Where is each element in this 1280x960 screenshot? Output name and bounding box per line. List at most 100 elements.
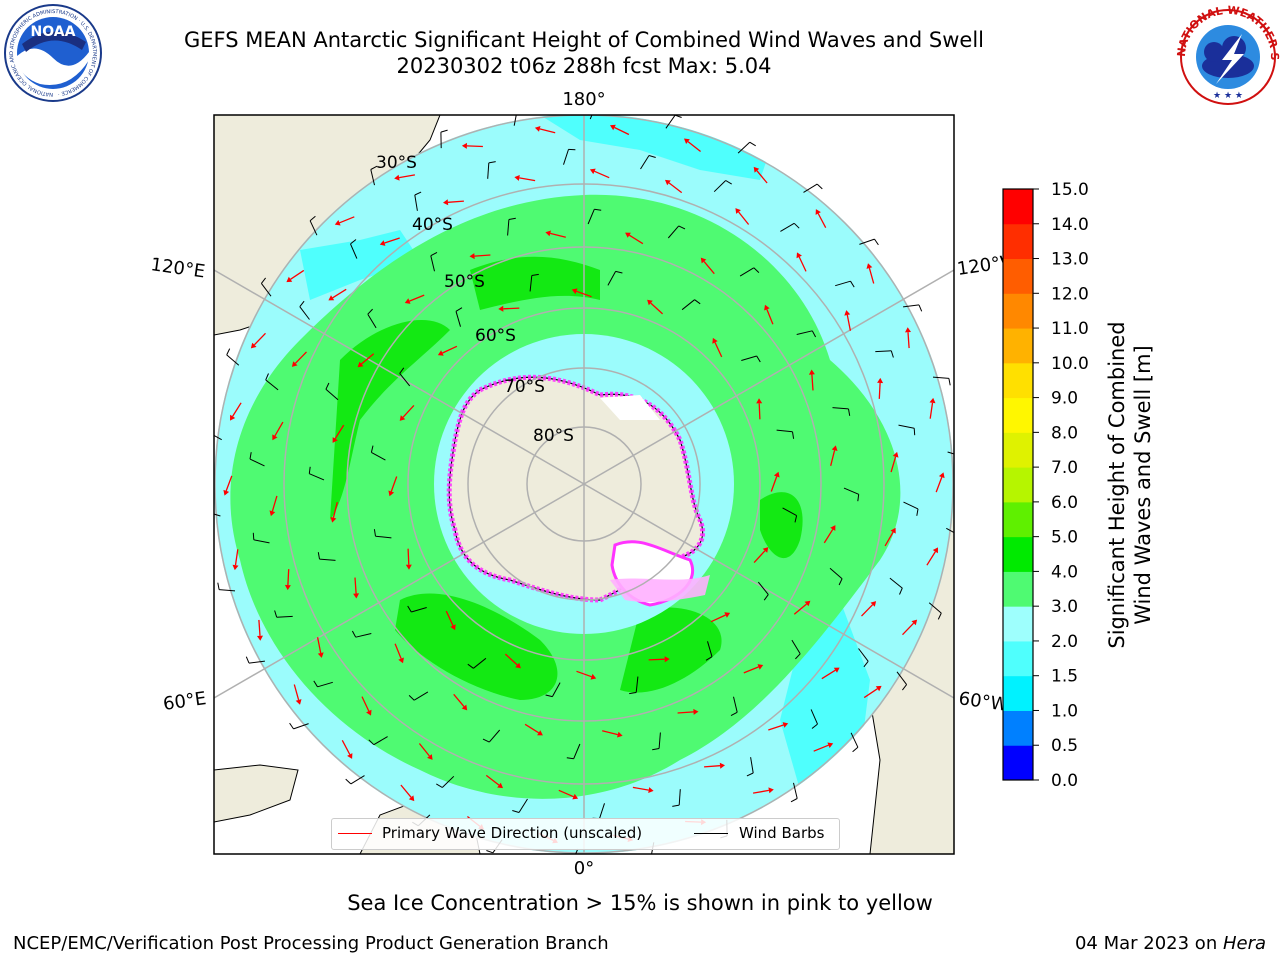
wind-barb-flag [648,155,656,158]
wave-arrow [766,309,774,325]
wave-arrowhead [773,471,780,478]
wave-arrow [258,619,261,636]
wind-barb-flag [918,304,923,312]
wave-arrowhead [782,722,789,728]
wind-barb [589,115,593,120]
wind-barb-flag [345,778,352,785]
wave-arrowhead [827,742,834,748]
wave-arrow [225,475,233,492]
wave-arrow [234,549,239,566]
wave-arrow [890,456,897,473]
wave-arrow [402,404,415,418]
wind-barb [249,458,265,467]
wave-arrow [813,744,829,752]
wave-arrowhead [461,704,468,711]
wave-arrowhead [768,787,774,794]
wind-barb [214,513,221,517]
wave-arrow [628,234,644,245]
wave-arrow [704,765,721,768]
wind-barb [370,169,375,186]
wave-arrowhead [877,377,884,384]
wave-arrow [907,332,910,349]
legend-swatch-barb [694,833,728,834]
chart-title: GEFS MEAN Antarctic Significant Height o… [183,28,985,52]
wave-arrow [466,145,483,148]
wind-barb-flag [852,746,859,753]
wave-arrowhead [866,263,873,269]
wind-barb-flag [517,110,524,111]
wave-arrowhead [398,657,404,664]
wind-barb [640,155,650,170]
wind-barb-flag [753,267,760,273]
wave-arrow [332,502,338,518]
wind-barb-flag [948,378,951,386]
wind-barb-flag [217,582,220,590]
wind-barb-flag [937,612,942,620]
wind-barb [776,429,793,433]
wind-barb-flag [848,408,851,416]
wave-arrow [558,789,574,798]
wind-barb [713,180,727,193]
wind-barb-flag [289,722,294,730]
wave-arrowhead [408,795,415,802]
wave-arrowhead [796,252,802,259]
wave-arrowhead [929,397,936,404]
wind-barb-flag [615,270,623,274]
legend-label-wave: Primary Wave Direction (unscaled) [382,824,643,842]
wind-barb [248,660,265,664]
wind-barb-flag [857,494,860,502]
wind-barb-flag [850,280,855,288]
lat-label-50s: 50°S [444,272,485,292]
wave-arrowhead [257,635,263,641]
wave-arrowhead [379,240,386,246]
wind-barb [850,732,859,748]
wind-barb [739,267,755,277]
graticule [214,115,954,854]
wave-arrowhead [753,166,760,173]
wave-arrowhead [804,600,811,607]
wave-arrow [594,170,610,179]
wave-arrowhead [357,361,364,368]
wave-arrowhead [497,782,503,789]
wind-barb-flag [373,529,376,537]
wind-barb [681,299,695,311]
wind-barb [518,798,528,813]
wave-arrow [418,743,430,757]
wave-arrow [504,653,518,666]
wind-barb-flag [566,757,574,760]
wind-barb-flag [482,738,490,743]
wave-arrowhead [700,257,707,264]
wind-barb-flag [486,850,494,854]
wind-barb [757,581,769,595]
wave-arrow [341,739,351,755]
wave-arrowhead [515,662,521,669]
wind-barb-flag [790,798,798,803]
wave-arrow [519,177,536,182]
wave-arrowhead [272,434,278,441]
wave-arrowhead [905,327,911,333]
wave-arrow [846,314,852,331]
wave-arrow [334,424,345,440]
wind-barb-flag [746,772,754,777]
wave-arrow [878,382,881,399]
wind-barb-flag [414,191,422,196]
wave-arrow [710,614,726,623]
wind-barb [832,407,849,410]
wave-arrow [650,302,664,315]
wave-arrowhead [892,451,899,458]
wind-barb [665,115,676,129]
wind-barb [903,304,920,308]
wave-arrowhead [762,547,769,553]
wave-arrow [677,711,694,714]
wave-arrow [274,421,284,437]
wave-arrow [753,550,766,564]
wave-arrow [394,643,402,659]
lat-label-40s: 40°S [412,215,453,235]
footer-right: 04 Mar 2023 on Hera [1075,933,1266,954]
footer-host: Hera [1222,933,1266,954]
wind-barb [803,183,818,193]
wave-arrowhead [719,762,725,769]
wind-barb-flag [308,466,311,474]
wave-arrowhead [332,437,338,443]
wave-arrowhead [250,342,257,349]
